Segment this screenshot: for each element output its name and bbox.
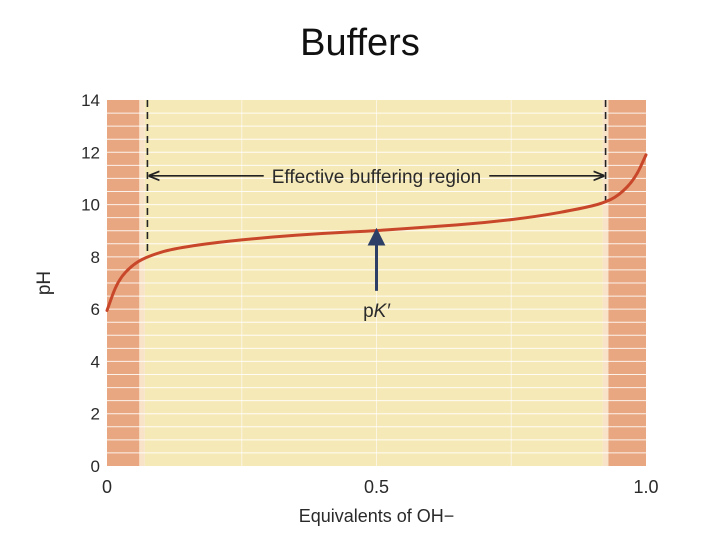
pk-label-prefix: p	[363, 301, 374, 322]
pk-label-symbol: K′	[374, 301, 392, 322]
x-axis-label: Equivalents of OH−	[299, 506, 455, 526]
y-tick-label: 0	[91, 457, 100, 476]
effective-buffering-region-label: Effective buffering region	[272, 167, 482, 188]
x-tick-label: 1.0	[633, 477, 658, 497]
y-tick-label: 2	[91, 405, 100, 424]
y-tick-label: 12	[81, 143, 100, 162]
y-tick-label: 6	[91, 300, 100, 319]
pk-label: pK′	[363, 301, 391, 322]
boundary-layer	[146, 100, 607, 255]
y-tick-label: 14	[81, 91, 100, 110]
y-axis-label: pH	[34, 271, 55, 295]
x-tick-label: 0	[102, 477, 112, 497]
slide-title: Buffers	[300, 22, 420, 64]
y-tick-label: 10	[81, 196, 100, 215]
axis-layer: 0 2 4 6 8 10 12 14 0 0.5 1.0 Equivalents of OH− pH	[34, 91, 659, 526]
annotation-layer: Effective buffering region pK′	[149, 167, 603, 322]
x-tick-label: 0.5	[364, 477, 389, 497]
y-tick-label: 8	[91, 248, 100, 267]
y-tick-label: 4	[91, 352, 100, 371]
